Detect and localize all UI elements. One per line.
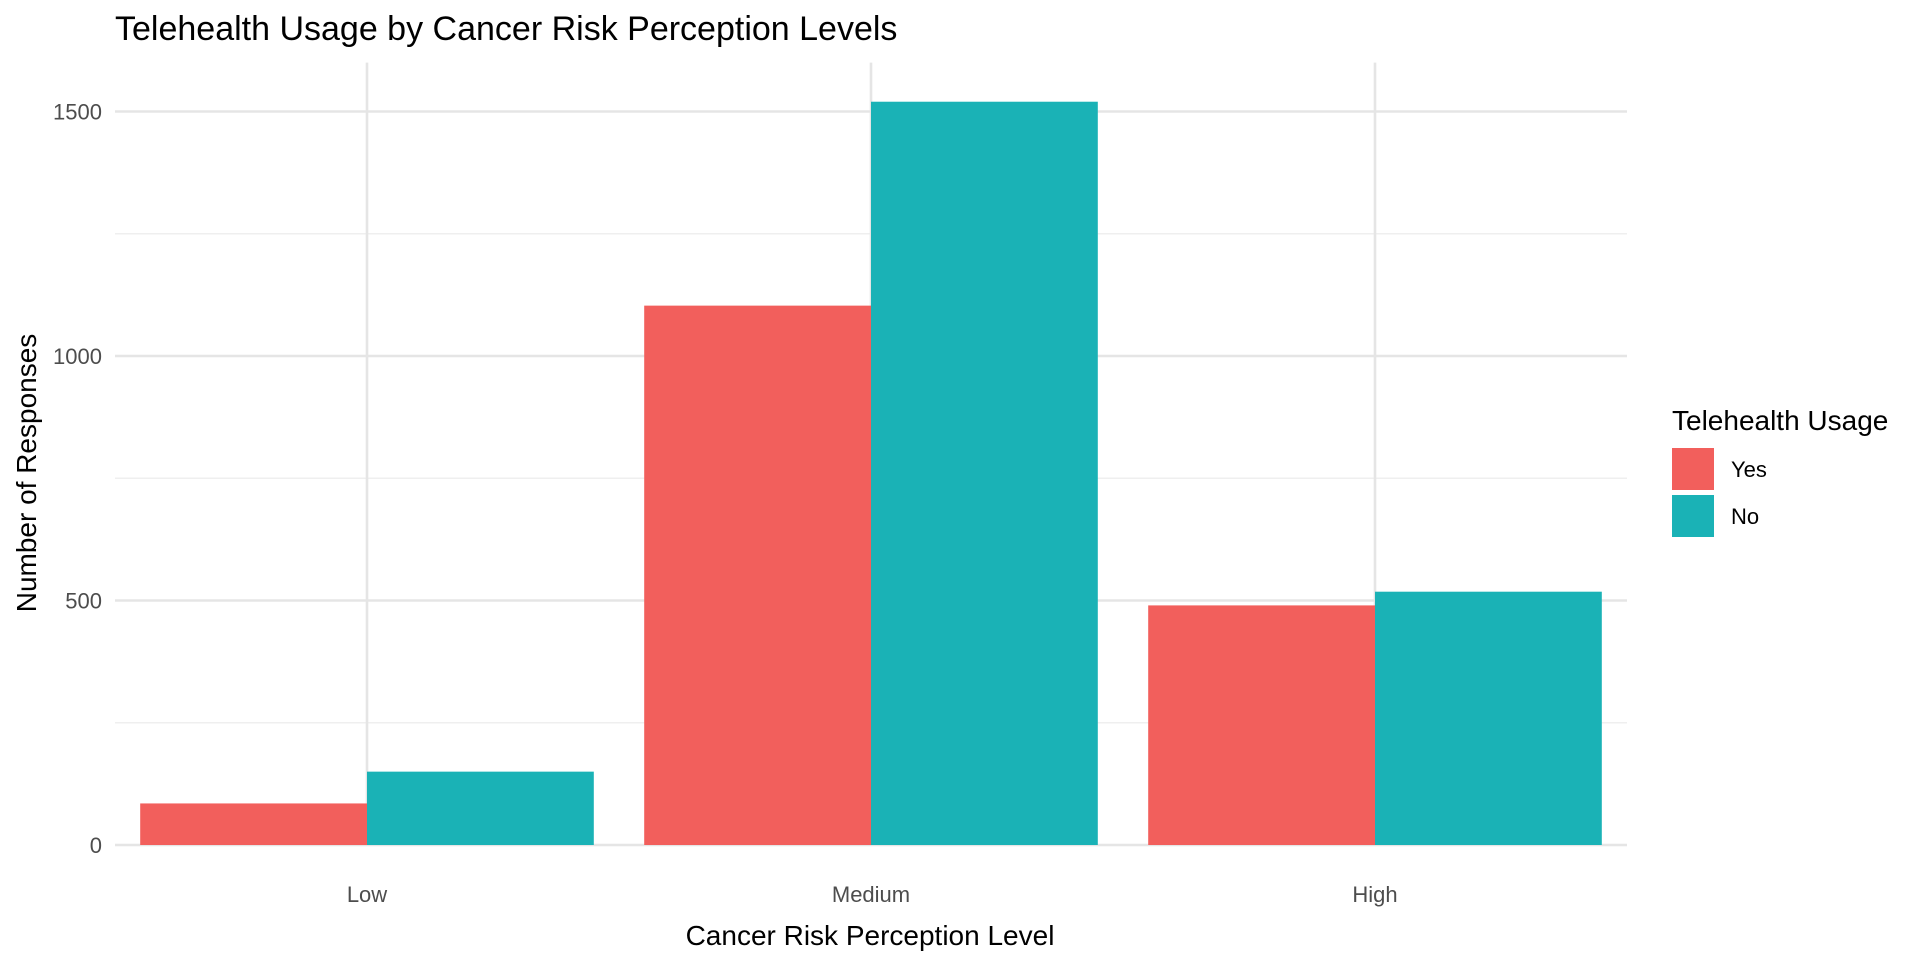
x-tick-label: Low — [347, 882, 387, 907]
legend-key-no — [1672, 495, 1714, 537]
y-tick-label: 1000 — [53, 344, 102, 369]
x-tick-label: High — [1352, 882, 1397, 907]
bars — [140, 101, 1602, 846]
legend: Telehealth Usage Yes No — [1672, 405, 1888, 537]
x-axis-ticks: Low Medium High — [347, 882, 1398, 907]
legend-label-no: No — [1731, 504, 1759, 529]
bar-medium-no — [871, 101, 1098, 846]
legend-items: Yes No — [1672, 448, 1767, 537]
bar-high-no — [1375, 591, 1602, 845]
y-axis-title: Number of Responses — [11, 334, 42, 613]
y-tick-label: 0 — [90, 833, 102, 858]
legend-title: Telehealth Usage — [1672, 405, 1888, 436]
bar-low-yes — [140, 803, 367, 845]
chart-title: Telehealth Usage by Cancer Risk Percepti… — [115, 10, 897, 48]
y-tick-label: 500 — [65, 589, 102, 614]
y-tick-label: 1500 — [53, 100, 102, 125]
x-axis-title: Cancer Risk Perception Level — [686, 920, 1055, 951]
legend-label-yes: Yes — [1731, 457, 1767, 482]
x-tick-label: Medium — [832, 882, 910, 907]
y-axis-ticks: 0 500 1000 1500 — [53, 100, 102, 859]
legend-key-yes — [1672, 448, 1714, 490]
bar-low-no — [367, 771, 594, 845]
bar-medium-yes — [644, 305, 871, 845]
bar-high-yes — [1148, 605, 1375, 845]
